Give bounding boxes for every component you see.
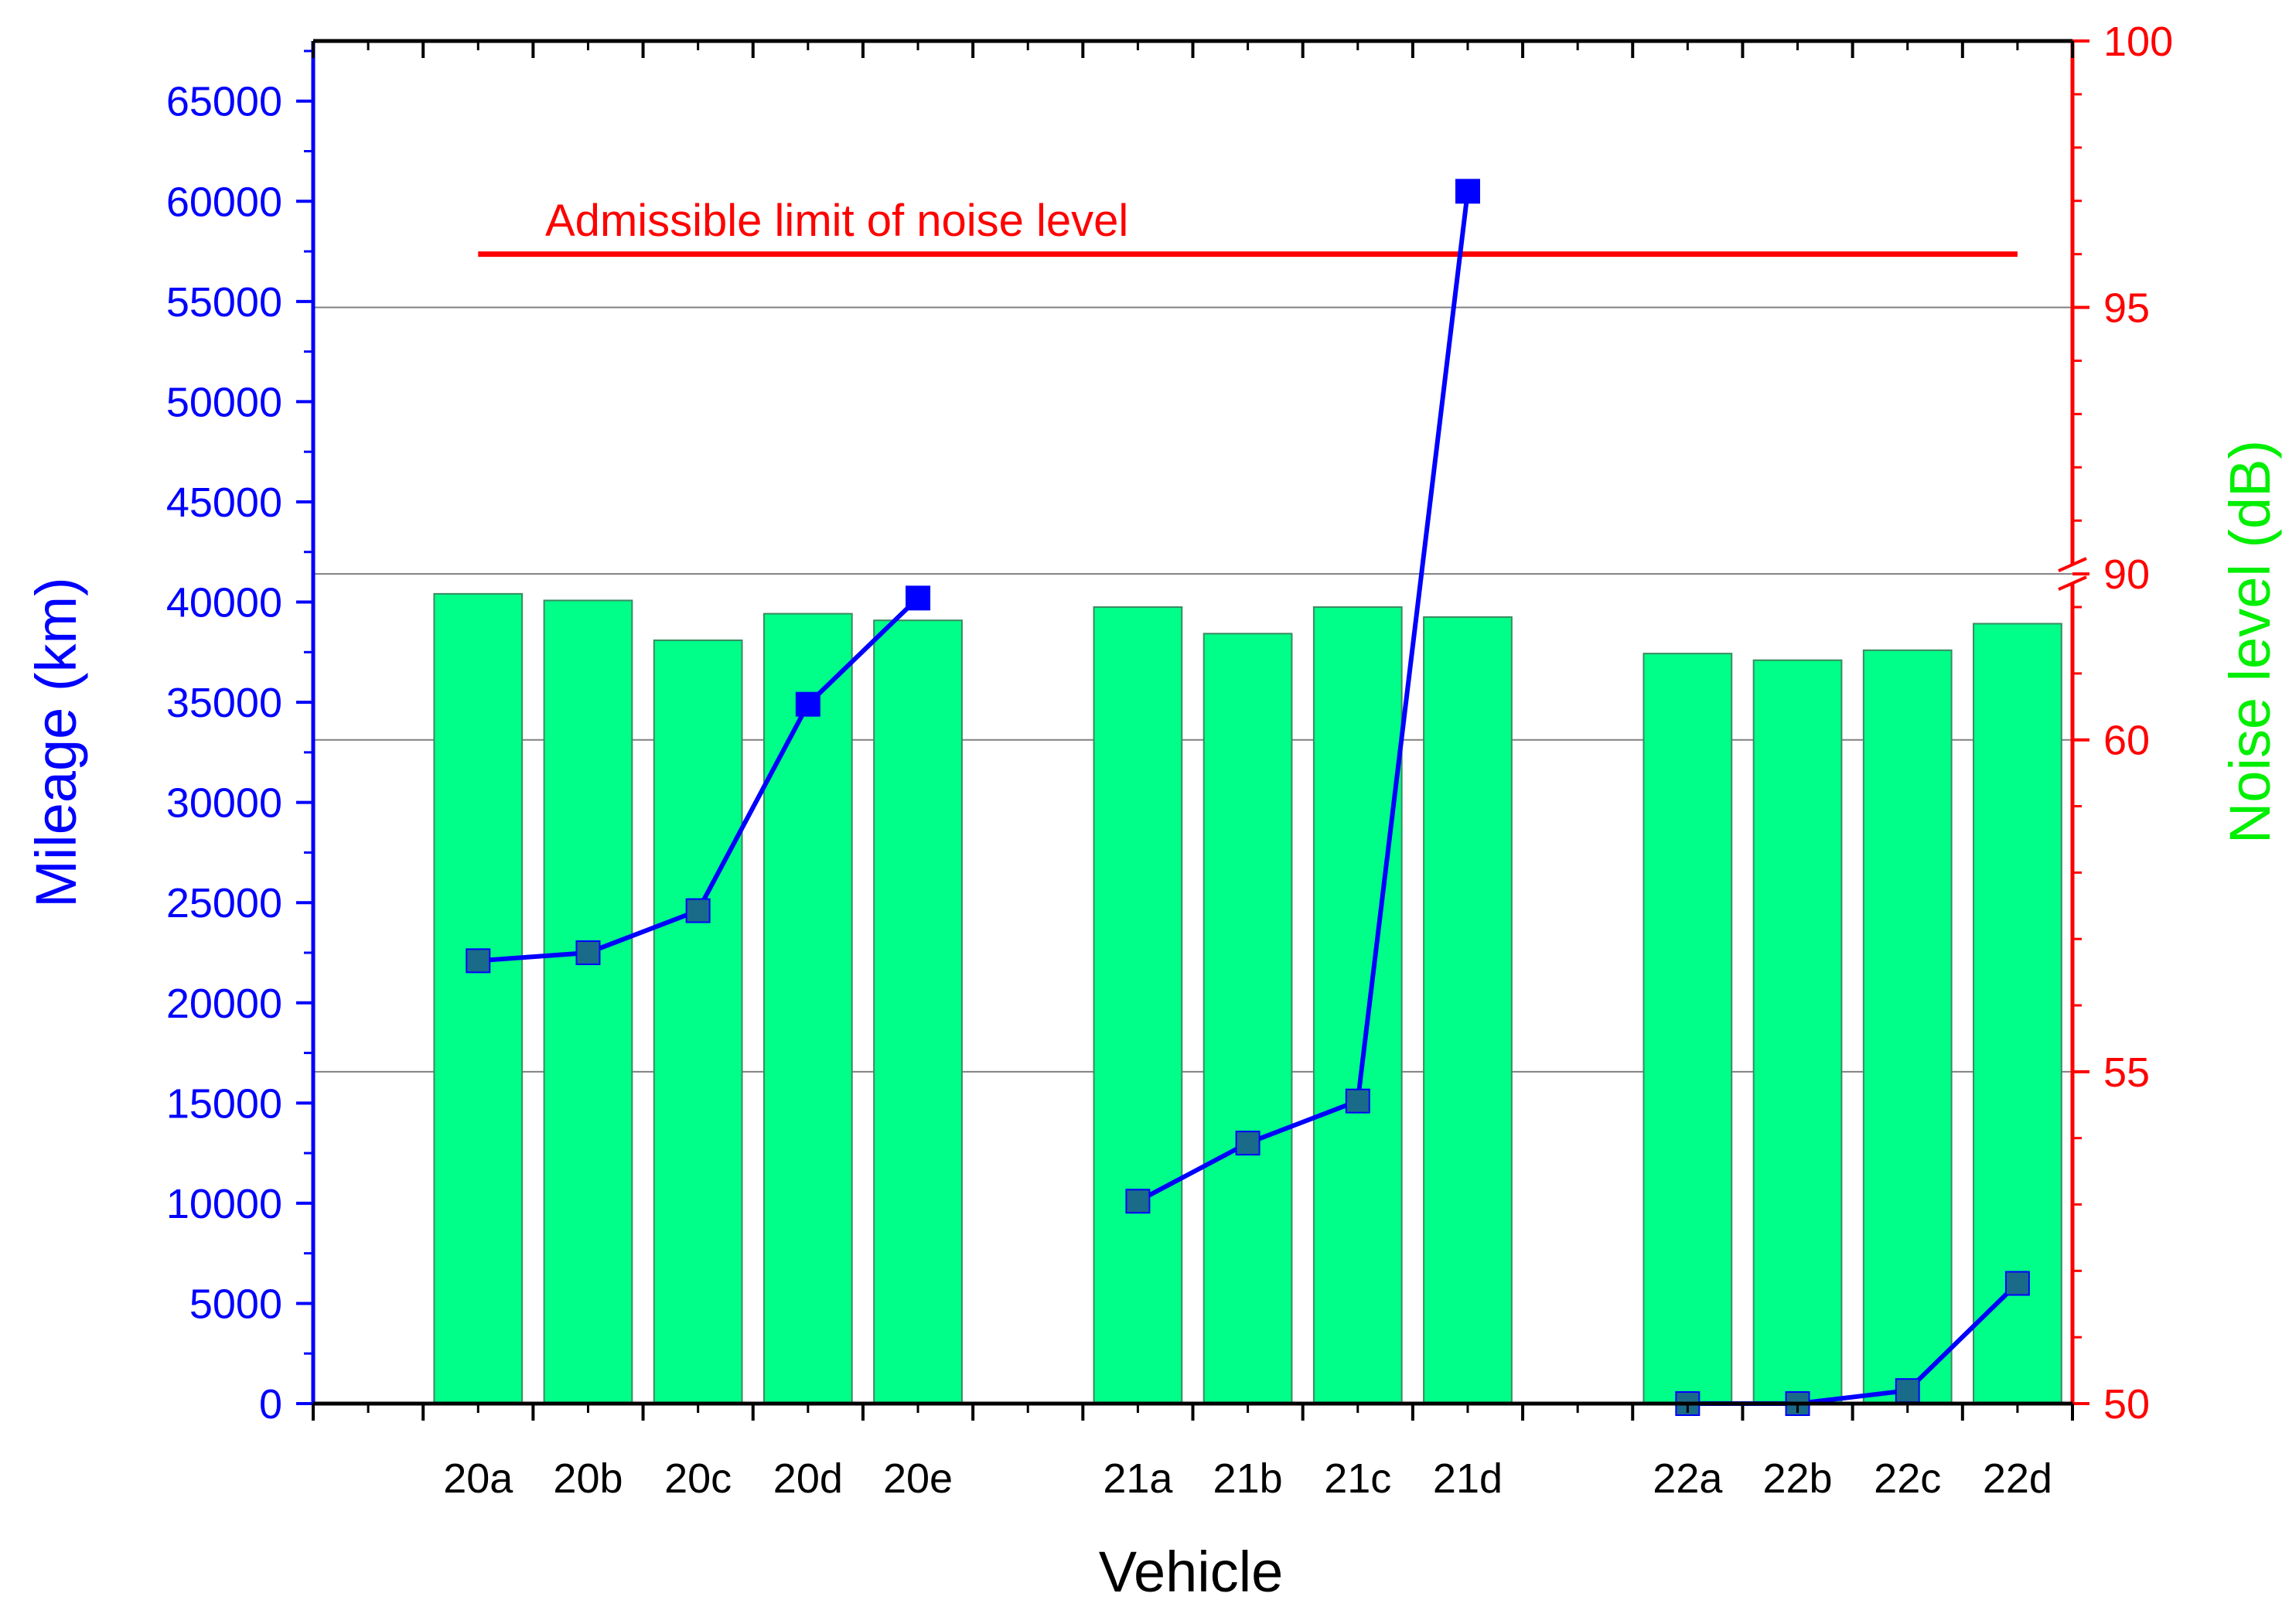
mileage-point-22c: [1895, 1378, 1920, 1404]
left-tick-label: 20000: [166, 981, 282, 1027]
noise-bar-20b: [543, 599, 633, 1404]
right-tick-label: 90: [2103, 551, 2150, 598]
x-tick-label-22a: 22a: [1653, 1455, 1723, 1502]
axis-break-mark-lower: [2058, 575, 2087, 591]
x-tick-label-20c: 20c: [664, 1455, 732, 1502]
mileage-point-20c: [685, 898, 711, 923]
mileage-point-22d: [2004, 1271, 2030, 1296]
mileage-point-20e: [906, 585, 931, 611]
left-tick-label: 5000: [189, 1281, 282, 1327]
mileage-point-21c: [1345, 1088, 1370, 1114]
noise-bar-20d: [762, 612, 853, 1404]
noise-bar-20c: [653, 639, 743, 1404]
admissible-limit-label: Admissible limit of noise level: [545, 196, 1128, 246]
left-tick-label: 25000: [166, 880, 282, 926]
noise-bar-22c: [1862, 649, 1953, 1404]
noise-bar-21d: [1423, 616, 1513, 1404]
x-tick-label-22d: 22d: [1983, 1455, 2052, 1502]
right-tick-label: 95: [2103, 285, 2150, 332]
x-tick-label-22b: 22b: [1762, 1455, 1832, 1502]
right-tick-label: 50: [2103, 1381, 2150, 1428]
x-axis-title: Vehicle: [1099, 1540, 1284, 1604]
left-tick-label: 40000: [166, 580, 282, 626]
noise-bar-22a: [1643, 653, 1733, 1404]
noise-bar-21c: [1312, 606, 1403, 1404]
mileage-point-21a: [1125, 1189, 1151, 1214]
x-tick-label-21a: 21a: [1103, 1455, 1173, 1502]
x-tick-label-20b: 20b: [553, 1455, 623, 1502]
mileage-line-group-3: [1687, 1281, 2020, 1406]
x-tick-label-22c: 22c: [1874, 1455, 1941, 1502]
mileage-line-group-2: [1137, 190, 1470, 1203]
x-tick-label-21c: 21c: [1324, 1455, 1391, 1502]
left-tick-label: 0: [259, 1381, 282, 1428]
mileage-point-21d: [1455, 179, 1480, 204]
noise-bar-21a: [1093, 606, 1183, 1404]
mileage-point-21b: [1235, 1131, 1260, 1156]
x-tick-label-20d: 20d: [773, 1455, 843, 1502]
left-tick-label: 65000: [166, 79, 282, 125]
noise-bar-21b: [1202, 633, 1293, 1404]
left-tick-label: 10000: [166, 1181, 282, 1227]
mileage-point-20b: [575, 940, 601, 965]
left-tick-label: 30000: [166, 780, 282, 827]
x-tick-label-21d: 21d: [1433, 1455, 1503, 1502]
x-tick-label-21b: 21b: [1213, 1455, 1283, 1502]
noise-bar-20a: [433, 592, 524, 1405]
mileage-point-20a: [466, 948, 491, 974]
right-tick-label: 60: [2103, 718, 2150, 764]
left-tick-label: 50000: [166, 379, 282, 425]
right-tick-label: 55: [2103, 1049, 2150, 1096]
right-tick-label: 100: [2103, 19, 2173, 65]
x-tick-label-20a: 20a: [443, 1455, 513, 1502]
right-axis-title: Noise level (dB): [2218, 440, 2282, 844]
left-axis-title: Mileage (km): [24, 577, 88, 908]
left-tick-label: 35000: [166, 680, 282, 726]
left-tick-label: 45000: [166, 479, 282, 526]
left-tick-label: 55000: [166, 279, 282, 326]
noise-bar-20e: [873, 619, 963, 1404]
left-tick-label: 60000: [166, 179, 282, 225]
left-tick-label: 15000: [166, 1080, 282, 1127]
axis-break-mark-upper: [2058, 557, 2087, 572]
x-tick-label-20e: 20e: [883, 1455, 953, 1502]
noise-bar-22b: [1752, 659, 1843, 1404]
mileage-point-20d: [795, 691, 820, 717]
